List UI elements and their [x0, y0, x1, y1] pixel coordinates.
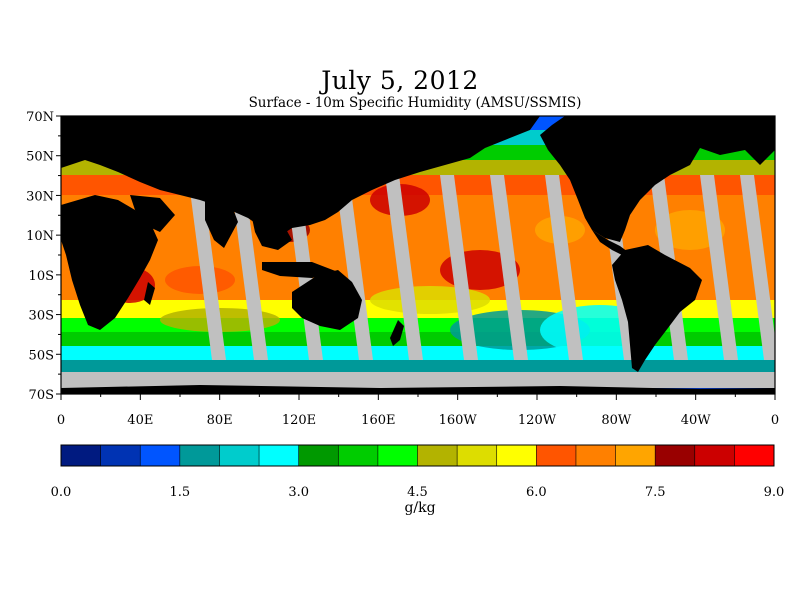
colorbar-units: g/kg	[404, 500, 436, 516]
lat-tick-label: 30S	[29, 309, 54, 324]
colorbar-swatch	[338, 445, 379, 466]
humidity-patch	[370, 286, 490, 314]
land-antarctica	[61, 385, 775, 394]
missing-swath	[490, 175, 528, 360]
colorbar-tick-label: 7.5	[645, 485, 666, 500]
land-africa	[61, 195, 158, 330]
land-eurasia	[61, 116, 540, 236]
missing-swath	[385, 175, 423, 360]
missing-swath	[440, 175, 478, 360]
lon-tick-label: 160W	[439, 413, 478, 428]
lon-tick-label: 80W	[601, 413, 632, 428]
colorbar-swatch	[259, 445, 299, 466]
missing-swath	[335, 175, 373, 360]
land-india	[205, 200, 238, 248]
missing-swath	[545, 175, 583, 360]
latitude-axis: 70N 50N 30N 10N 10S 30S 50S 70S	[26, 110, 61, 403]
land-new-zealand	[390, 320, 404, 346]
map-subtitle: Surface - 10m Specific Humidity (AMSU/SS…	[248, 95, 582, 111]
land-central-america	[592, 230, 628, 256]
colorbar-tick-label: 3.0	[288, 485, 309, 500]
missing-swath	[188, 175, 226, 360]
land-south-america	[612, 245, 702, 372]
colorbar	[60, 444, 775, 467]
lon-tick-label: 40E	[127, 413, 153, 428]
lat-tick-label: 10S	[29, 269, 54, 284]
colorbar-swatch	[457, 445, 498, 466]
missing-swath	[700, 175, 738, 360]
lat-tick-label: 50S	[29, 348, 54, 363]
colorbar-swatch	[61, 445, 101, 466]
colorbar-ticks: 0.0 1.5 3.0 4.5 6.0 7.5 9.0	[51, 485, 785, 500]
land-southeast-asia	[252, 218, 292, 250]
colorbar-tick-label: 9.0	[764, 485, 785, 500]
colorbar-swatch	[694, 445, 735, 466]
lon-tick-label: 0	[57, 413, 65, 428]
land-arabia	[130, 195, 175, 232]
colorbar-swatch	[100, 445, 141, 466]
colorbar-swatch	[140, 445, 181, 466]
land-masses	[61, 116, 775, 394]
land-greenland	[705, 116, 770, 150]
lat-tick-label: 50N	[26, 150, 54, 165]
lon-tick-label: 80E	[207, 413, 233, 428]
lat-tick-label: 70S	[29, 388, 54, 403]
lon-tick-label: 160E	[361, 413, 395, 428]
land-madagascar	[144, 282, 155, 305]
colorbar-swatch	[179, 445, 220, 466]
lat-tick-label: 70N	[26, 110, 54, 125]
land-australia	[292, 270, 362, 330]
map-area	[61, 116, 775, 394]
colorbar-swatch	[298, 445, 339, 466]
colorbar-swatch	[734, 445, 775, 466]
land-north-america	[540, 116, 775, 242]
colorbar-swatch	[417, 445, 458, 466]
lat-tick-label: 10N	[26, 229, 54, 244]
longitude-axis: 0 40E 80E 120E 160E 160W 120W 80W 40W 0	[57, 394, 779, 428]
missing-swath	[230, 175, 268, 360]
colorbar-swatch	[615, 445, 656, 466]
missing-swath	[740, 175, 775, 360]
lon-tick-label: 120E	[282, 413, 316, 428]
map-title: July 5, 2012	[321, 66, 479, 95]
colorbar-swatch	[377, 445, 418, 466]
missing-polar-band	[61, 372, 775, 388]
colorbar-swatch	[575, 445, 616, 466]
colorbar-tick-label: 0.0	[51, 485, 72, 500]
lat-tick-label: 30N	[26, 189, 54, 204]
humidity-band	[61, 360, 775, 372]
lon-tick-label: 40W	[681, 413, 712, 428]
colorbar-swatch	[536, 445, 577, 466]
lon-tick-label: 0	[771, 413, 779, 428]
lon-tick-label: 120W	[518, 413, 557, 428]
colorbar-tick-label: 4.5	[407, 485, 428, 500]
colorbar-swatch	[219, 445, 260, 466]
humidity-patch	[165, 266, 235, 294]
colorbar-swatch	[655, 445, 696, 466]
colorbar-tick-label: 6.0	[526, 485, 547, 500]
land-indonesia	[262, 262, 338, 278]
colorbar-swatch	[496, 445, 537, 466]
colorbar-tick-label: 1.5	[169, 485, 190, 500]
